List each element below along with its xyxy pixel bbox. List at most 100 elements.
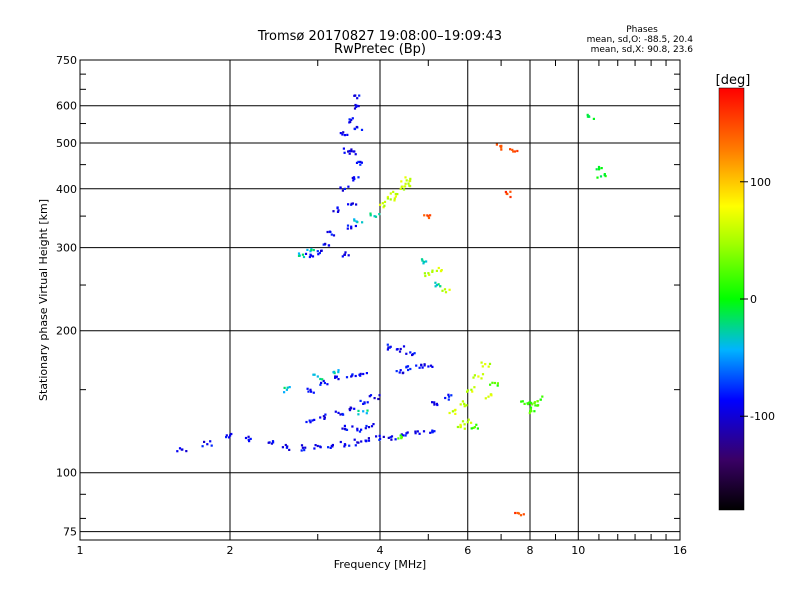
data-point [306,387,309,390]
data-point [463,423,466,426]
data-point [406,365,410,368]
data-point [435,269,438,272]
data-point [281,446,284,449]
data-point [345,428,349,431]
data-point [424,274,427,278]
data-point [519,514,523,517]
data-point [434,281,437,284]
data-point [597,165,601,169]
y-tick-label: 600 [56,100,77,113]
data-point [369,394,373,397]
data-point [310,254,313,257]
data-point [323,381,326,385]
data-point [302,255,306,259]
data-point [332,371,335,374]
data-point [347,150,350,153]
data-point [394,192,397,196]
data-point [362,410,365,413]
data-point [313,447,316,450]
data-point [401,185,404,188]
data-point [353,218,356,221]
data-point [374,215,378,218]
data-point [353,219,356,222]
data-point [341,427,344,430]
data-point [347,185,350,188]
data-point [319,446,322,449]
data-point [422,262,425,265]
data-point [337,369,340,372]
data-point [304,252,308,255]
data-point [520,400,523,403]
data-point [347,254,350,257]
data-point [334,375,337,378]
data-point [341,189,344,192]
y-tick-label: 75 [63,526,77,539]
data-point [372,423,375,426]
data-point [271,440,275,443]
data-point [466,421,469,424]
data-point [322,379,325,382]
data-point [373,215,376,218]
data-point [399,347,402,351]
data-point [461,420,465,423]
data-point [480,377,483,380]
data-point [357,160,360,163]
data-point [513,150,516,153]
data-point [308,255,311,259]
x-tick-label: 2 [227,544,234,557]
data-point [386,195,389,199]
data-point [423,214,426,217]
data-point [379,203,382,206]
data-point [433,403,436,406]
data-point [389,198,392,201]
data-point [362,372,365,376]
data-point [484,363,487,366]
data-point [354,153,357,156]
data-point [317,253,320,256]
data-point [422,430,426,433]
data-point [301,253,304,256]
data-point [337,411,340,414]
data-point [437,283,440,286]
data-point [283,391,286,394]
data-point [361,221,364,224]
data-point [350,118,353,121]
data-point [230,432,233,436]
data-point [514,511,517,515]
data-point [418,366,421,369]
data-point [352,176,356,179]
data-point [334,376,337,379]
data-point [365,440,368,443]
data-point [341,133,344,136]
data-point [369,214,372,217]
data-point [414,432,417,435]
data-point [306,248,309,251]
data-point [409,351,412,354]
data-point [358,430,362,433]
data-point [330,233,333,236]
data-point [311,255,315,258]
data-point [528,411,531,415]
data-point [461,400,464,403]
data-point [475,423,478,426]
data-point [343,253,346,256]
data-point [399,369,402,372]
data-point [603,174,606,177]
data-point [523,402,526,405]
data-point [381,202,384,205]
data-point [465,404,468,407]
data-point [444,396,447,400]
data-point [357,176,360,179]
data-point [337,209,340,212]
data-point [389,436,392,439]
data-point [349,406,352,409]
data-point [407,182,410,185]
data-point [423,272,426,275]
data-point [484,397,487,400]
data-point [355,161,359,164]
data-point [346,133,349,136]
data-point [327,244,331,247]
data-point [447,395,451,398]
data-point [326,230,329,234]
data-point [447,398,450,401]
